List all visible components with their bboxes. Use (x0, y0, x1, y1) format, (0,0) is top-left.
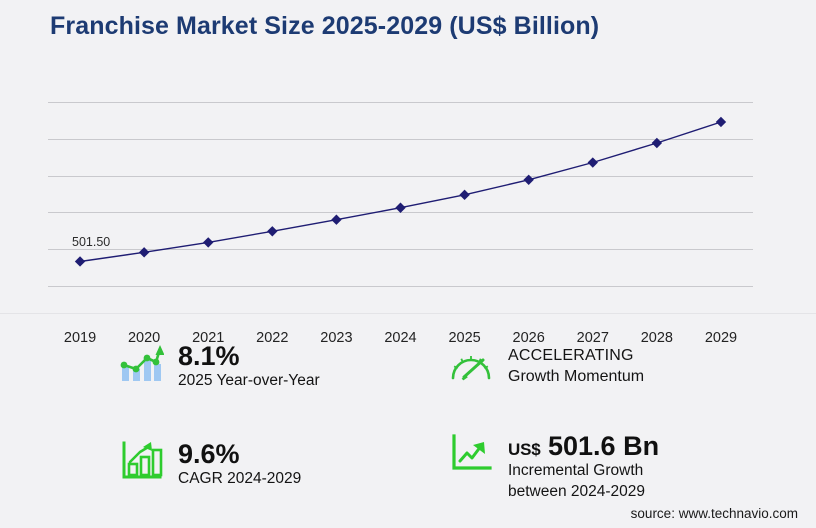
stat-currency: US$ (508, 440, 541, 459)
chart-series-svg (74, 116, 727, 267)
stats-panel: 8.1% 2025 Year-over-Year 9.6% CAGR 2024-… (0, 322, 816, 502)
stat-caption: Growth Momentum (508, 368, 645, 386)
stat-caption: 2025 Year-over-Year (178, 372, 320, 390)
x-axis-tick-label: 2021 (192, 330, 225, 346)
chart-data-point[interactable] (267, 226, 278, 237)
x-axis-tick-label: 2029 (704, 330, 738, 346)
section-divider (0, 313, 816, 314)
growth-arrow-icon (448, 430, 494, 476)
stat-caption-line1: Incremental Growth (508, 462, 644, 480)
stat-amount: 501.6 Bn (548, 431, 660, 461)
stat-caption: CAGR 2024-2029 (178, 470, 302, 488)
chart-data-point[interactable] (138, 247, 150, 258)
chart-data-point[interactable] (459, 189, 470, 201)
stat-value: 8.1% (178, 341, 240, 371)
x-axis-tick-label: 2019 (63, 330, 97, 346)
chart-line (79, 121, 722, 263)
line-chart: 501.50 2019 2020 2021 2022 2023 2024 2025 2026 2… (0, 82, 816, 346)
chart-gridline (48, 139, 753, 140)
x-axis-tick-label: 2028 (640, 330, 673, 346)
stat-text: 8.1% 2025 Year-over-Year (178, 340, 320, 392)
stat-value: ACCELERATING (508, 347, 634, 364)
chart-data-point[interactable] (331, 214, 342, 225)
page-title: Franchise Market Size 2025-2029 (US$ Bil… (50, 12, 600, 40)
stat-value: US$ 501.6 Bn (508, 431, 659, 461)
chart-data-point[interactable] (651, 137, 663, 149)
stat-text: ACCELERATING Growth Momentum (508, 344, 644, 387)
bar-chart-trend-up-icon (118, 340, 164, 386)
stat-year-over-year: 8.1% 2025 Year-over-Year (118, 340, 320, 392)
stat-cagr: 9.6% CAGR 2024-2029 (118, 438, 301, 490)
chart-gridline (48, 176, 753, 177)
stat-text: US$ 501.6 Bn Incremental Growth between … (508, 430, 659, 503)
cagr-bar-chart-icon (118, 438, 164, 484)
chart-data-point[interactable] (587, 157, 598, 168)
chart-data-point[interactable] (395, 202, 406, 213)
chart-data-point[interactable] (203, 237, 214, 248)
chart-data-point[interactable] (715, 116, 727, 128)
x-axis-tick-label: 2024 (384, 330, 417, 346)
chart-plot-area: 501.50 (48, 102, 753, 287)
source-attribution: source: www.technavio.com (630, 506, 798, 521)
chart-gridline (48, 286, 753, 287)
chart-gridline (48, 249, 753, 250)
stat-incremental-growth: US$ 501.6 Bn Incremental Growth between … (448, 430, 659, 503)
chart-data-point[interactable] (74, 256, 86, 267)
chart-gridline (48, 102, 753, 103)
x-axis-tick-label: 2020 (127, 330, 161, 346)
x-axis-tick-label: 2025 (448, 330, 481, 346)
x-axis-tick-label: 2027 (576, 330, 609, 346)
x-axis-tick-label: 2023 (320, 330, 353, 346)
x-axis-labels: 2019 2020 2021 2022 2023 2024 2025 2026 2027 2028… (48, 330, 753, 354)
stat-growth-momentum: ACCELERATING Growth Momentum (448, 344, 644, 390)
chart-data-point[interactable] (523, 174, 534, 185)
x-axis-tick-label: 2022 (256, 330, 289, 346)
x-axis-tick-label: 2026 (512, 330, 545, 346)
stat-text: 9.6% CAGR 2024-2029 (178, 438, 301, 490)
chart-point-label: 501.50 (72, 235, 111, 250)
speedometer-icon (448, 344, 494, 390)
stat-caption-line2: between 2024-2029 (508, 483, 646, 501)
stat-value: 9.6% (178, 439, 240, 469)
